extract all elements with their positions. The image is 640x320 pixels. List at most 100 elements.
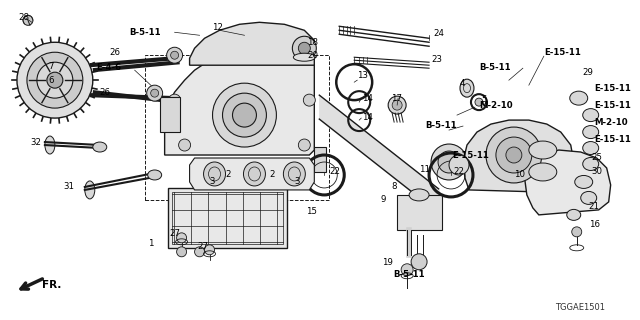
Circle shape bbox=[27, 52, 83, 108]
Circle shape bbox=[212, 83, 276, 147]
Ellipse shape bbox=[449, 155, 469, 175]
Text: 8: 8 bbox=[391, 182, 397, 191]
Text: B-5-11: B-5-11 bbox=[393, 270, 425, 279]
Text: 14: 14 bbox=[362, 113, 373, 122]
Text: 5: 5 bbox=[481, 95, 486, 104]
Bar bbox=[314, 147, 326, 172]
Ellipse shape bbox=[243, 162, 266, 186]
Ellipse shape bbox=[583, 125, 598, 139]
Polygon shape bbox=[189, 22, 314, 65]
Text: 27: 27 bbox=[170, 229, 180, 238]
Text: E-15-11: E-15-11 bbox=[595, 84, 632, 93]
Circle shape bbox=[475, 98, 483, 106]
Ellipse shape bbox=[204, 162, 225, 186]
Text: 31: 31 bbox=[64, 182, 75, 191]
Text: 16: 16 bbox=[589, 220, 600, 229]
Ellipse shape bbox=[45, 136, 55, 154]
Text: 27: 27 bbox=[198, 242, 209, 251]
Ellipse shape bbox=[460, 79, 474, 97]
Ellipse shape bbox=[85, 181, 95, 199]
Text: E-15-11: E-15-11 bbox=[595, 134, 632, 144]
Polygon shape bbox=[525, 150, 611, 215]
Text: 2: 2 bbox=[225, 171, 231, 180]
Text: B-5-11: B-5-11 bbox=[425, 121, 457, 130]
Circle shape bbox=[23, 15, 33, 25]
Circle shape bbox=[303, 94, 316, 106]
Circle shape bbox=[506, 147, 522, 163]
Circle shape bbox=[168, 94, 180, 106]
Circle shape bbox=[298, 42, 310, 54]
Text: 19: 19 bbox=[382, 258, 393, 267]
Text: 6: 6 bbox=[48, 76, 53, 85]
Text: M-2-10: M-2-10 bbox=[595, 117, 628, 127]
Text: B-5-11: B-5-11 bbox=[130, 28, 161, 37]
Circle shape bbox=[166, 47, 182, 63]
Text: 10: 10 bbox=[514, 171, 525, 180]
Ellipse shape bbox=[93, 142, 107, 152]
Bar bbox=[159, 97, 180, 132]
Text: 21: 21 bbox=[589, 202, 600, 212]
Circle shape bbox=[401, 264, 413, 276]
Bar bbox=[172, 192, 284, 244]
Text: 32: 32 bbox=[30, 138, 41, 147]
Circle shape bbox=[572, 227, 582, 237]
Text: E-15-11: E-15-11 bbox=[452, 150, 489, 159]
Circle shape bbox=[232, 103, 257, 127]
Text: B-5-11: B-5-11 bbox=[479, 63, 511, 72]
Polygon shape bbox=[463, 120, 573, 192]
Ellipse shape bbox=[148, 170, 162, 180]
Text: 14: 14 bbox=[362, 94, 373, 103]
Text: 23: 23 bbox=[431, 55, 442, 64]
Text: 22: 22 bbox=[330, 167, 340, 176]
Circle shape bbox=[171, 51, 179, 59]
Text: 11: 11 bbox=[419, 165, 430, 174]
Text: 22: 22 bbox=[453, 167, 464, 176]
Text: FR.: FR. bbox=[42, 280, 61, 290]
Text: E-4-6: E-4-6 bbox=[96, 63, 121, 72]
Ellipse shape bbox=[583, 108, 598, 122]
Ellipse shape bbox=[583, 141, 598, 155]
Circle shape bbox=[47, 72, 63, 88]
Text: 7: 7 bbox=[48, 62, 53, 71]
Text: 26: 26 bbox=[110, 48, 121, 57]
Ellipse shape bbox=[409, 189, 429, 201]
Circle shape bbox=[147, 85, 163, 101]
Text: 29: 29 bbox=[583, 68, 594, 77]
Text: 26: 26 bbox=[100, 88, 111, 97]
Text: 17: 17 bbox=[391, 94, 402, 103]
Text: 2: 2 bbox=[269, 171, 275, 180]
Text: 20: 20 bbox=[307, 51, 318, 60]
Ellipse shape bbox=[575, 175, 593, 188]
Text: 13: 13 bbox=[357, 71, 368, 80]
Circle shape bbox=[205, 245, 214, 255]
Circle shape bbox=[431, 144, 467, 180]
Text: E-15-11: E-15-11 bbox=[595, 100, 632, 110]
Circle shape bbox=[388, 96, 406, 114]
Ellipse shape bbox=[284, 162, 305, 186]
Ellipse shape bbox=[567, 209, 580, 220]
Bar bbox=[397, 195, 442, 230]
Text: 3: 3 bbox=[294, 178, 300, 187]
Text: 18: 18 bbox=[307, 38, 318, 47]
Text: 4: 4 bbox=[460, 79, 465, 88]
Text: 24: 24 bbox=[433, 29, 444, 38]
Text: 30: 30 bbox=[592, 167, 603, 176]
Circle shape bbox=[177, 233, 187, 243]
Text: 1: 1 bbox=[148, 239, 153, 248]
Text: 9: 9 bbox=[380, 196, 385, 204]
Text: 28: 28 bbox=[18, 13, 29, 22]
Circle shape bbox=[17, 42, 93, 118]
Circle shape bbox=[298, 139, 310, 151]
Ellipse shape bbox=[529, 141, 557, 159]
Ellipse shape bbox=[570, 91, 588, 105]
Text: 3: 3 bbox=[209, 178, 215, 187]
Bar bbox=[145, 55, 330, 200]
Ellipse shape bbox=[583, 157, 598, 171]
Text: 12: 12 bbox=[212, 23, 223, 32]
Circle shape bbox=[411, 254, 427, 270]
Circle shape bbox=[496, 137, 532, 173]
Polygon shape bbox=[189, 158, 314, 190]
Circle shape bbox=[150, 89, 159, 97]
Circle shape bbox=[37, 62, 73, 98]
Circle shape bbox=[292, 36, 316, 60]
